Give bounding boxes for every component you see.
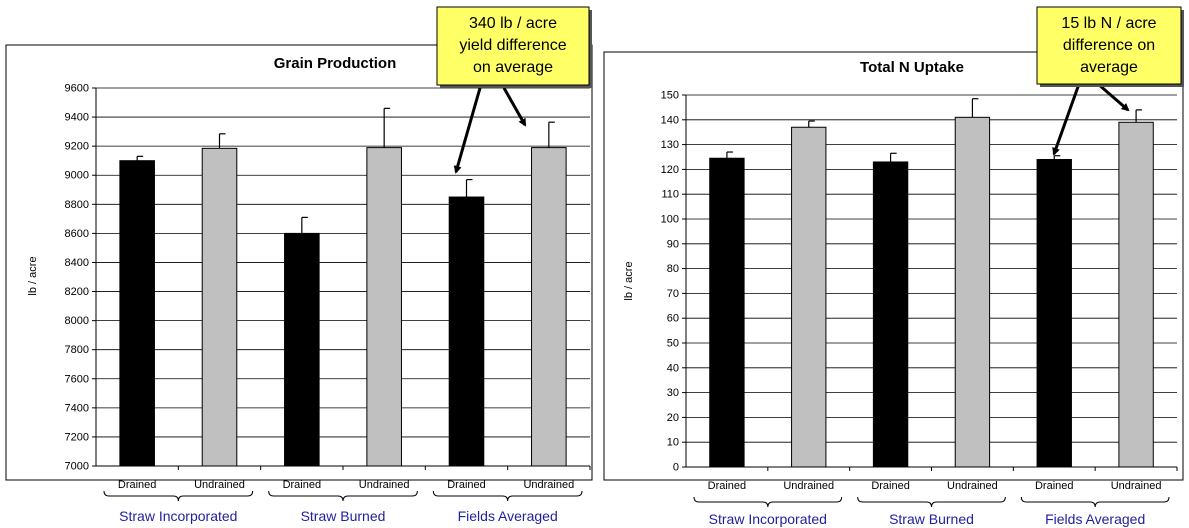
bar bbox=[954, 116, 991, 468]
y-tick-label: 9600 bbox=[65, 83, 89, 95]
y-tick-label: 7000 bbox=[65, 461, 89, 473]
y-tick-label: 60 bbox=[667, 313, 679, 325]
callout-text: difference on bbox=[1063, 37, 1155, 54]
bar bbox=[709, 157, 745, 468]
group-label: Fields Averaged bbox=[1045, 511, 1145, 527]
x-category-label: Undrained bbox=[359, 479, 410, 491]
x-category-label: Drained bbox=[283, 479, 322, 491]
group-label: Straw Burned bbox=[301, 508, 386, 524]
x-category-label: Undrained bbox=[523, 479, 574, 491]
group-brace bbox=[103, 490, 254, 502]
y-tick-label: 140 bbox=[661, 114, 679, 126]
bar bbox=[201, 147, 238, 467]
callout-arrow bbox=[1052, 83, 1081, 156]
callout-text: 15 lb N / acre bbox=[1061, 15, 1156, 32]
y-tick-label: 130 bbox=[661, 139, 679, 151]
callout-arrow bbox=[1097, 82, 1130, 112]
bar bbox=[791, 126, 827, 468]
x-category-label: Drained bbox=[1035, 480, 1074, 492]
y-tick-label: 7400 bbox=[65, 402, 89, 414]
group-brace bbox=[1020, 496, 1170, 508]
y-axis-label: lb / acre bbox=[623, 261, 635, 300]
bar bbox=[872, 161, 909, 468]
y-tick-label: 7800 bbox=[65, 344, 89, 356]
callout-box bbox=[436, 6, 590, 86]
callout-text: average bbox=[1080, 59, 1138, 76]
bar bbox=[448, 196, 485, 467]
callout-text: 340 lb / acre bbox=[469, 15, 557, 32]
bar bbox=[366, 147, 402, 467]
y-tick-label: 0 bbox=[673, 462, 679, 474]
x-category-label: Drained bbox=[708, 480, 747, 492]
y-tick-label: 9000 bbox=[65, 170, 89, 182]
bar bbox=[284, 232, 320, 467]
group-label: Fields Averaged bbox=[458, 508, 558, 524]
chart-1: 7000 7200 7400 7600 7800 8000 8200 8400 8600 8800… bbox=[5, 6, 593, 524]
x-category-label: Undrained bbox=[194, 479, 245, 491]
group-brace bbox=[857, 496, 1006, 508]
y-tick-label: 50 bbox=[667, 338, 679, 350]
y-tick-label: 8800 bbox=[65, 199, 89, 211]
y-tick-label: 120 bbox=[661, 164, 679, 176]
y-tick-label: 80 bbox=[667, 263, 679, 275]
y-tick-label: 30 bbox=[667, 387, 679, 399]
chart-2: 0 10 20 30 40 50 60 70 80 90 100 110 120 130 140 150 Dra… bbox=[603, 6, 1184, 527]
bar bbox=[1118, 121, 1154, 468]
x-category-label: Undrained bbox=[1111, 480, 1162, 492]
callout-text: on average bbox=[473, 59, 553, 76]
y-tick-label: 110 bbox=[661, 189, 679, 201]
group-brace bbox=[693, 496, 843, 508]
y-tick-label: 70 bbox=[667, 288, 679, 300]
x-category-label: Drained bbox=[447, 479, 486, 491]
x-category-label: Undrained bbox=[947, 480, 998, 492]
group-label: Straw Incorporated bbox=[709, 511, 827, 527]
y-tick-label: 90 bbox=[667, 238, 679, 250]
y-tick-label: 150 bbox=[661, 90, 679, 102]
x-category-label: Drained bbox=[871, 480, 910, 492]
y-tick-label: 8400 bbox=[65, 257, 89, 269]
group-brace bbox=[268, 490, 418, 502]
y-tick-label: 7600 bbox=[65, 373, 89, 385]
y-tick-label: 100 bbox=[661, 214, 679, 226]
y-tick-label: 10 bbox=[667, 437, 679, 449]
callout-arrow bbox=[453, 87, 482, 174]
y-axis-label: lb / acre bbox=[27, 256, 39, 295]
x-category-label: Undrained bbox=[783, 480, 834, 492]
y-tick-label: 9200 bbox=[65, 141, 89, 153]
chart-title: Grain Production bbox=[274, 55, 397, 72]
y-tick-label: 8200 bbox=[65, 286, 89, 298]
group-label: Straw Burned bbox=[889, 511, 974, 527]
y-tick-label: 8000 bbox=[65, 315, 89, 327]
bar bbox=[119, 160, 155, 467]
bar bbox=[1036, 158, 1072, 468]
y-tick-label: 9400 bbox=[65, 112, 89, 124]
y-tick-label: 20 bbox=[667, 412, 679, 424]
y-tick-label: 7200 bbox=[65, 431, 89, 443]
y-tick-label: 8600 bbox=[65, 228, 89, 240]
chart-title: Total N Uptake bbox=[860, 59, 964, 76]
callout-arrow bbox=[502, 87, 527, 127]
callout-text: yield difference bbox=[459, 37, 566, 54]
bar bbox=[531, 147, 567, 467]
group-brace bbox=[432, 490, 583, 502]
x-category-label: Drained bbox=[118, 479, 157, 491]
y-tick-label: 40 bbox=[667, 362, 679, 374]
callout-box bbox=[1036, 6, 1182, 85]
group-label: Straw Incorporated bbox=[119, 508, 237, 524]
